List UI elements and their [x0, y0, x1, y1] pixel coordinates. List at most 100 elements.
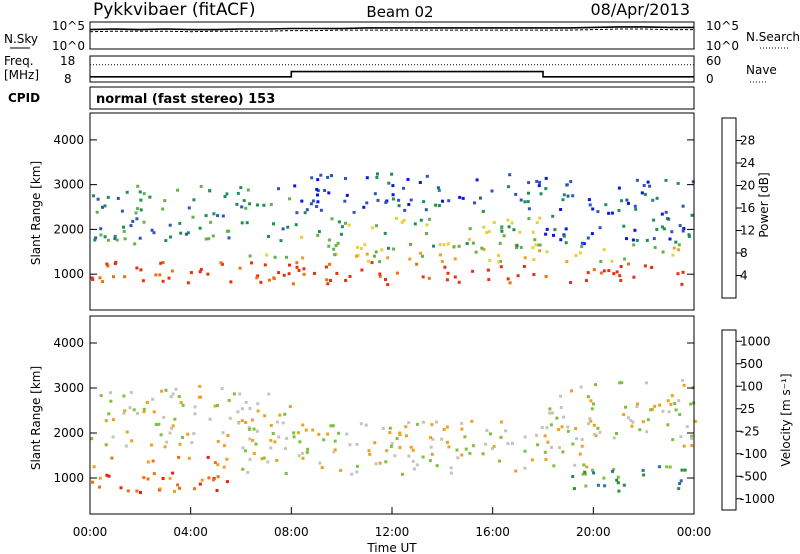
heatmap-cell [479, 196, 482, 200]
noise-left-tick-top: 10^5 [52, 19, 85, 33]
heatmap-cell [471, 444, 475, 448]
heatmap-cell [92, 194, 95, 198]
heatmap-cell [329, 279, 332, 282]
heatmap-cell [255, 429, 259, 433]
heatmap-cell [438, 243, 442, 246]
heatmap-cell [677, 487, 681, 491]
heatmap-cell [553, 228, 557, 232]
heatmap-cell [502, 234, 506, 238]
heatmap-cell [139, 198, 143, 202]
heatmap-cell [530, 458, 534, 462]
heatmap-cell [385, 449, 389, 453]
heatmap-cell [602, 476, 606, 480]
heatmap-cell [523, 435, 527, 439]
heatmap-cell [618, 274, 622, 278]
heatmap-cell [378, 272, 382, 276]
heatmap-cell [561, 450, 565, 454]
heatmap-cell [435, 464, 439, 468]
heatmap-cell [216, 463, 220, 467]
heatmap-cell [573, 463, 577, 467]
heatmap-cell [238, 392, 242, 396]
heatmap-cell [664, 210, 668, 214]
heatmap-cell [633, 228, 637, 232]
heatmap-cell [666, 423, 670, 427]
heatmap-cell [468, 451, 472, 455]
heatmap-cell [216, 439, 220, 443]
heatmap-cell [691, 180, 695, 184]
heatmap-cell [122, 229, 126, 233]
heatmap-cell [296, 431, 300, 435]
heatmap-cell [434, 203, 438, 207]
heatmap-cell [116, 196, 120, 200]
heatmap-cell [622, 224, 626, 228]
heatmap-cell [90, 276, 94, 280]
heatmap-cell [668, 465, 672, 469]
heatmap-cell [447, 445, 451, 449]
heatmap-cell [246, 188, 250, 192]
heatmap-cell [363, 243, 367, 247]
heatmap-cell [668, 237, 672, 241]
heatmap-cell [380, 248, 384, 252]
heatmap-cell [285, 436, 289, 440]
heatmap-cell [574, 254, 578, 257]
heatmap-cell [272, 277, 276, 281]
heatmap-cell [421, 455, 425, 459]
heatmap-cell [446, 271, 450, 275]
heatmap-cell [225, 457, 229, 461]
heatmap-cell [291, 282, 295, 286]
heatmap-cell [327, 191, 331, 195]
noise-right-label: N.Search [746, 30, 800, 44]
x-tick-label: 04:00 [173, 525, 208, 539]
heatmap-cell [680, 282, 684, 286]
heatmap-cell [514, 469, 518, 473]
freq-left-tick-top: 18 [60, 54, 75, 68]
heatmap-cell [151, 459, 155, 463]
power-y-axis: 1000 2000 3000 4000 [53, 133, 694, 281]
heatmap-cell [441, 199, 444, 203]
heatmap-cell [282, 273, 286, 277]
heatmap-cell [309, 202, 313, 206]
heatmap-cell [619, 265, 623, 268]
heatmap-cell [551, 214, 555, 218]
heatmap-cell [615, 478, 619, 482]
heatmap-cell [596, 210, 600, 214]
heatmap-cell [468, 227, 472, 231]
heatmap-cell [602, 269, 606, 273]
heatmap-cell [269, 423, 273, 427]
heatmap-cell [105, 473, 109, 477]
heatmap-cell [176, 188, 180, 192]
heatmap-cell [594, 383, 597, 387]
heatmap-cell [672, 246, 676, 250]
heatmap-cell [287, 272, 291, 276]
heatmap-cell [192, 198, 196, 202]
heatmap-cell [179, 231, 183, 235]
heatmap-cell [106, 238, 110, 242]
heatmap-cell [467, 238, 471, 241]
heatmap-cell [610, 259, 614, 263]
heatmap-cell [492, 445, 496, 448]
heatmap-cell [376, 172, 379, 176]
heatmap-cell [585, 279, 588, 283]
heatmap-cell [559, 394, 562, 398]
heatmap-cell [142, 407, 146, 411]
freq-label-line1: Freq. [4, 54, 34, 68]
heatmap-cell [154, 423, 158, 426]
heatmap-cell [446, 242, 450, 246]
heatmap-cell [488, 259, 492, 263]
heatmap-cell [284, 447, 287, 451]
heatmap-cell [490, 189, 494, 193]
heatmap-cell [220, 387, 224, 391]
heatmap-cell [350, 472, 354, 476]
heatmap-cell [269, 203, 273, 206]
heatmap-cell [252, 427, 256, 431]
heatmap-cell [119, 486, 123, 490]
noise-series-1 [89, 28, 694, 33]
heatmap-cell [516, 274, 520, 278]
heatmap-cell [582, 463, 586, 467]
heatmap-cell [301, 456, 305, 460]
heatmap-cell [633, 204, 637, 208]
heatmap-cell [197, 395, 201, 399]
heatmap-cell [142, 220, 146, 224]
heatmap-cell [579, 385, 583, 389]
heatmap-cell [150, 228, 154, 232]
